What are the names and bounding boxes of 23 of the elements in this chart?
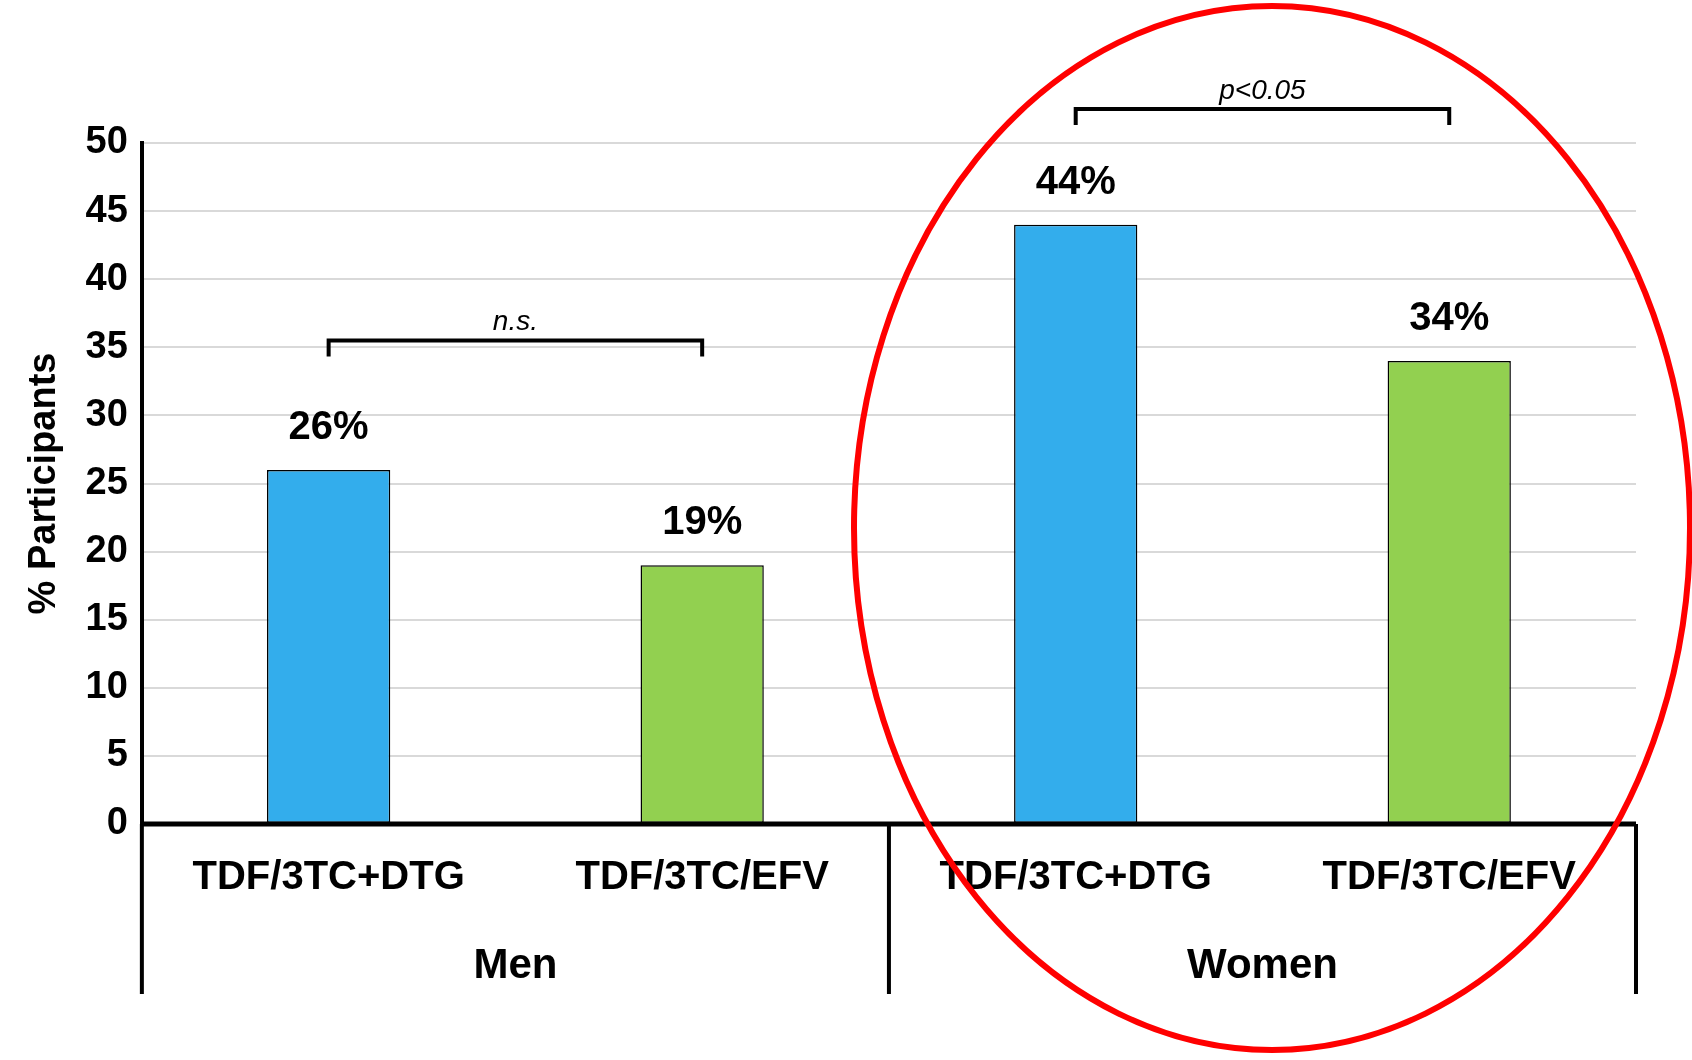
data-label: 44% [1035,157,1116,202]
y-tick-label: 5 [106,732,128,775]
y-tick-label: 50 [85,119,128,162]
text: Women [1187,939,1338,987]
y-tick-label: 0 [106,800,128,843]
text: Men [473,939,558,987]
annotation: n.s. [492,305,538,337]
y-tick-label: 30 [85,391,128,434]
y-axis-title: % Participants [21,352,64,615]
y-tick-label: 35 [85,323,128,366]
data-label: 26% [288,402,369,447]
y-tick-label: 25 [85,459,128,502]
y-tick-label: 20 [85,528,128,571]
y-tick-label: 10 [85,664,128,707]
x-tick-label: TDF/3TC+DTG [192,853,465,898]
x-tick-label: TDF/3TC/EFV [1322,853,1577,898]
y-tick-label: 45 [85,187,128,230]
y-tick-label: 40 [85,255,128,298]
x-tick-label: TDF/3TC/EFV [575,853,830,898]
text: p<0.05 [1218,73,1307,105]
y-tick-label: 15 [85,596,128,639]
data-label: 19% [662,498,743,543]
data-label: 34% [1409,293,1490,338]
